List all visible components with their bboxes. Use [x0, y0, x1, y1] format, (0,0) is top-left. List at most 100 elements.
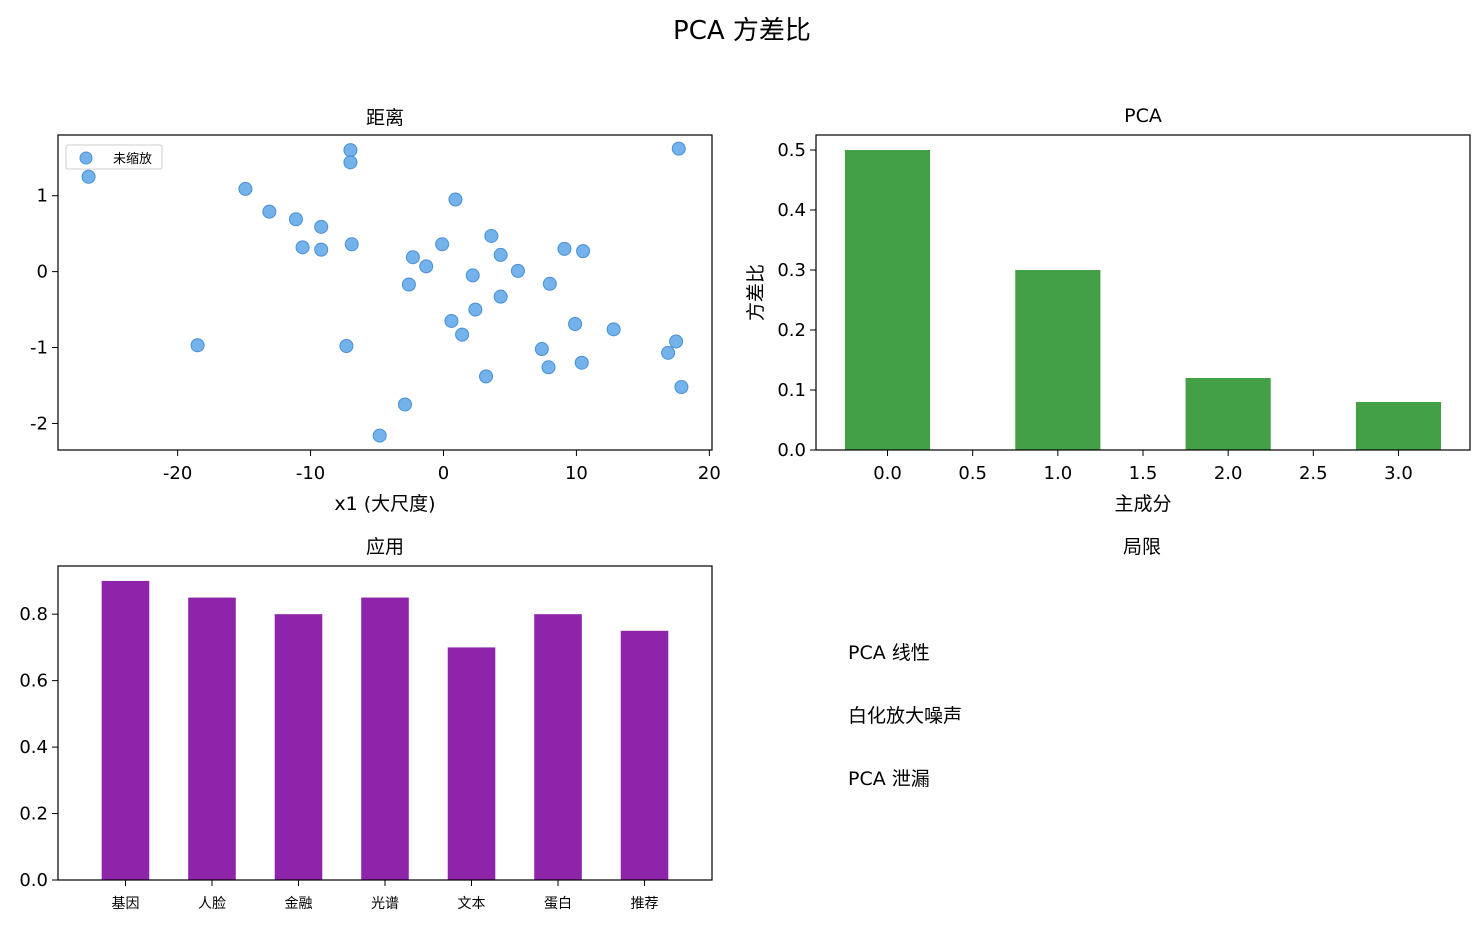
y-tick-label: 0.4 — [19, 737, 48, 758]
apps-bar — [188, 597, 236, 880]
x-tick-label: 蛋白 — [544, 896, 572, 912]
pca-bar-panel: PCA 0.0 0.5 1.0 1.5 2.0 2.5 3.0 0.0 0.1 0.2 0.3 0.4 0… — [745, 105, 1471, 515]
pca-bar — [1185, 378, 1271, 450]
x-tick-label: 推荐 — [631, 896, 659, 912]
scatter-point — [493, 247, 508, 262]
apps-bar — [101, 580, 150, 880]
limitation-item: PCA 泄漏 — [848, 768, 930, 790]
y-tick-label: 0.2 — [19, 804, 48, 825]
y-tick-label: 0.5 — [777, 140, 806, 161]
scatter-point — [576, 244, 591, 259]
scatter-point — [314, 242, 329, 257]
scatter-point — [479, 369, 494, 384]
scatter-point — [190, 338, 205, 353]
apps-frame — [57, 565, 713, 881]
scatter-point — [542, 276, 557, 291]
apps-bar — [534, 614, 582, 880]
scatter-point — [344, 237, 359, 252]
y-tick-label: 0.0 — [19, 870, 48, 891]
limitation-item: PCA 线性 — [848, 642, 930, 664]
scatter-point — [339, 339, 354, 354]
scatter-point — [510, 263, 525, 278]
x-tick-label: 10 — [565, 463, 588, 484]
scatter-point — [401, 277, 416, 292]
legend-marker — [79, 151, 93, 165]
scatter-point — [448, 192, 463, 207]
apps-bar — [620, 630, 669, 880]
y-tick-label: -1 — [30, 338, 48, 359]
scatter-point — [493, 289, 508, 304]
x-tick-label: 0.5 — [958, 463, 987, 484]
scatter-point — [574, 355, 589, 370]
legend-label: 未缩放 — [113, 151, 152, 167]
scatter-point — [343, 143, 358, 158]
scatter-point — [343, 155, 358, 170]
scatter-point — [262, 204, 277, 219]
x-tick-label: 光谱 — [371, 896, 399, 912]
y-tick-label: 0.3 — [777, 260, 806, 281]
pca-xlabel: 主成分 — [1114, 493, 1171, 515]
scatter-point — [314, 219, 329, 234]
scatter-point — [541, 360, 556, 375]
scatter-point — [484, 228, 499, 243]
scatter-point — [288, 212, 303, 227]
scatter-point — [468, 302, 483, 317]
scatter-point — [405, 250, 420, 265]
x-tick-label: 20 — [698, 463, 721, 484]
scatter-point — [455, 327, 470, 342]
x-tick-label: 2.0 — [1214, 463, 1243, 484]
apps-title: 应用 — [366, 536, 404, 558]
scatter-point — [557, 241, 572, 256]
x-tick-label: -10 — [296, 463, 325, 484]
scatter-point — [465, 268, 480, 283]
x-tick-label: 1.0 — [1044, 463, 1073, 484]
limitation-item: 白化放大噪声 — [848, 705, 963, 727]
scatter-point — [674, 380, 689, 394]
scatter-point — [671, 141, 686, 156]
pca-title: PCA — [1124, 105, 1162, 127]
x-tick-label: 文本 — [458, 896, 486, 912]
y-tick-label: 0.4 — [777, 200, 806, 221]
y-tick-label: -2 — [30, 413, 48, 434]
limitations-list: PCA 线性 白化放大噪声 PCA 泄漏 — [848, 640, 962, 829]
scatter-point — [419, 259, 434, 274]
limitations-title: 局限 — [1123, 536, 1161, 558]
x-tick-label: 3.0 — [1384, 463, 1413, 484]
x-tick-label: 金融 — [284, 896, 312, 912]
scatter-point — [669, 334, 684, 349]
x-tick-label: 基因 — [111, 895, 139, 912]
scatter-point — [81, 169, 96, 184]
y-tick-label: 1 — [37, 186, 48, 207]
pca-bar — [1015, 270, 1101, 450]
apps-bar — [274, 614, 323, 880]
x-tick-label: 2.5 — [1299, 463, 1328, 484]
y-tick-label: 0.2 — [777, 320, 806, 341]
x-tick-label: -20 — [163, 463, 192, 484]
figure-title: PCA 方差比 — [673, 16, 811, 46]
scatter-point — [295, 240, 310, 255]
scatter-point — [435, 237, 450, 252]
y-tick-label: 0.1 — [777, 380, 806, 401]
y-tick-label: 0.8 — [19, 604, 48, 625]
scatter-point — [534, 342, 549, 357]
scatter-point — [238, 181, 253, 196]
scatter-point — [444, 313, 459, 328]
y-tick-label: 0.0 — [777, 440, 806, 461]
scatter-point — [397, 397, 412, 412]
scatter-point — [568, 317, 583, 331]
pca-bar — [1355, 402, 1442, 450]
apps-bar — [447, 647, 496, 880]
x-tick-label: 0.0 — [873, 463, 902, 484]
scatter-point — [372, 428, 387, 443]
y-tick-label: 0 — [37, 262, 48, 283]
y-tick-label: 0.6 — [19, 671, 48, 692]
scatter-frame — [57, 134, 713, 451]
x-tick-label: 人脸 — [198, 896, 226, 912]
x-tick-label: 0 — [438, 463, 449, 484]
scatter-point — [606, 322, 621, 337]
scatter-point — [661, 345, 676, 360]
scatter-xlabel: x1 (大尺度) — [334, 493, 435, 515]
x-tick-label: 1.5 — [1129, 463, 1158, 484]
